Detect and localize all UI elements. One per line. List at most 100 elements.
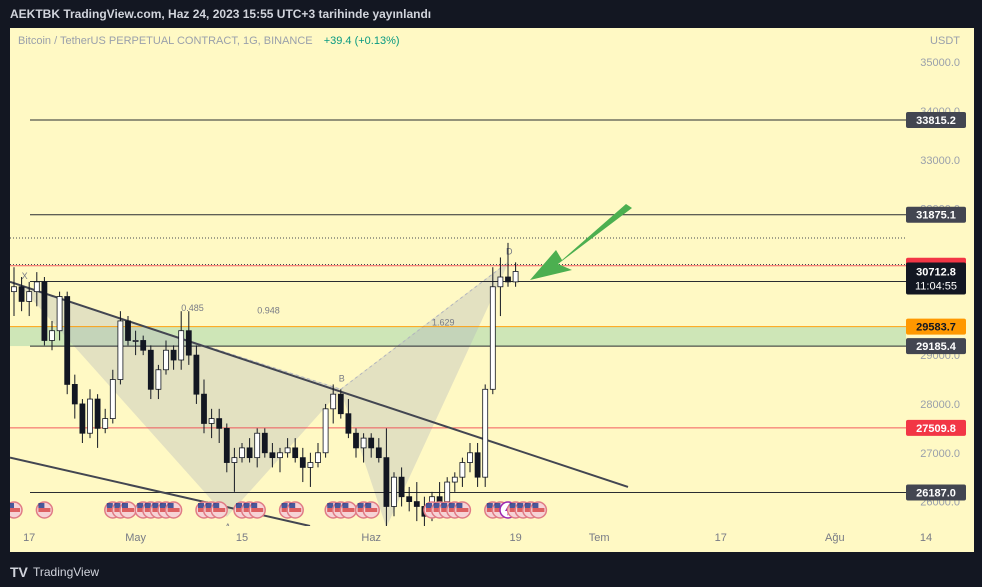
trendline-upper <box>10 280 629 488</box>
level-tag-label: 31875.1 <box>916 210 956 222</box>
candle-body <box>459 462 466 478</box>
candle-body <box>178 330 185 361</box>
candle-body <box>505 276 511 283</box>
flag-canton-icon <box>251 503 258 508</box>
x-axis-bg <box>10 526 974 552</box>
candle-body <box>163 349 169 371</box>
candle-body <box>117 320 124 380</box>
pattern-ratio-label: 0.948 <box>257 306 280 316</box>
flag-canton-icon <box>10 503 14 508</box>
flag-stripe-icon <box>456 508 469 512</box>
flag-canton-icon <box>517 503 524 508</box>
flag-canton-icon <box>236 503 242 508</box>
candle-body <box>413 501 420 507</box>
support-zone <box>10 326 906 347</box>
flag-canton-icon <box>456 503 463 508</box>
level-tag-bg <box>906 484 966 501</box>
flag-stripe-icon <box>10 508 20 512</box>
flag-canton-icon <box>38 503 45 508</box>
pattern-point-label: D <box>506 246 513 256</box>
candle-body <box>375 447 382 459</box>
candle-body <box>193 354 200 395</box>
pattern-point-label: X <box>22 271 28 281</box>
candle-body <box>277 452 283 459</box>
y-tick-label: 35000.0 <box>920 57 960 69</box>
candle-body <box>436 496 443 502</box>
candle-body <box>261 432 268 454</box>
candle-body <box>223 427 230 463</box>
candle-body <box>132 340 139 342</box>
flag-canton-icon <box>122 503 128 508</box>
candle-body <box>451 476 458 483</box>
flag-canton-icon <box>494 503 501 508</box>
candle-body <box>170 349 177 361</box>
candle-body <box>18 286 25 302</box>
flag-canton-icon <box>532 503 539 508</box>
flag-canton-icon <box>243 503 250 508</box>
candle-body <box>26 291 33 302</box>
candle-body <box>292 447 299 459</box>
flag-canton-icon <box>106 503 113 508</box>
flag-canton-icon <box>198 503 204 508</box>
candle-body <box>94 398 101 429</box>
candle-body <box>109 379 116 419</box>
candle-body <box>41 281 48 341</box>
x-tick-label: Tem <box>589 532 610 544</box>
flag-canton-icon <box>144 503 151 508</box>
candle-body <box>11 286 17 293</box>
candle-body <box>368 437 375 449</box>
tradingview-brand: TradingView <box>33 565 100 579</box>
x-tick-label: 15 <box>236 532 248 544</box>
x-tick-label: 17 <box>23 532 35 544</box>
current-price-label: 30712.8 <box>916 266 956 278</box>
flag-stripe-icon <box>122 508 134 512</box>
candle-body <box>64 296 71 385</box>
candle-body <box>345 413 352 434</box>
level-tag-label: 29185.4 <box>916 341 957 353</box>
price-change: +39.4 (+0.13%) <box>323 35 400 47</box>
x-tick-label: 19 <box>509 532 521 544</box>
x-tick-label: 14 <box>920 532 932 544</box>
candle-body <box>269 452 276 459</box>
level-tag-label: 26187.0 <box>916 487 956 499</box>
x-tick-label: Haz <box>361 532 381 544</box>
candle-body <box>497 276 504 288</box>
flag-canton-icon <box>524 503 531 508</box>
currency-unit: USDT <box>930 35 960 47</box>
candle-body <box>49 330 55 341</box>
candle-body <box>254 432 261 459</box>
candle-body <box>246 447 253 459</box>
publish-info: AEKTBK TradingView.com, Haz 24, 2023 15:… <box>10 7 432 21</box>
candle-body <box>79 403 86 434</box>
candle-body <box>315 452 321 463</box>
flag-canton-icon <box>167 503 174 508</box>
flag-canton-icon <box>448 503 455 508</box>
flag-canton-icon <box>441 503 448 508</box>
flag-canton-icon <box>281 503 288 508</box>
flag-canton-icon <box>213 503 220 508</box>
candle-body <box>353 432 359 449</box>
level-tag-label: 33815.2 <box>916 115 956 127</box>
candle-body <box>322 408 329 454</box>
flag-canton-icon <box>205 503 212 508</box>
symbol-legend: Bitcoin / TetherUS PERPETUAL CONTRACT, 1… <box>18 35 400 47</box>
flag-stripe-icon <box>251 508 264 512</box>
candle-body <box>125 320 131 341</box>
candle-body <box>155 369 162 390</box>
candle-body <box>444 481 451 502</box>
y-tick-label: 27000.0 <box>920 448 960 460</box>
annotation-arrow <box>530 204 632 280</box>
candle-body <box>201 393 207 424</box>
flag-stripe-icon <box>167 508 180 512</box>
candle-body <box>512 271 519 283</box>
candle-body <box>482 388 489 478</box>
candle-body <box>360 437 367 449</box>
candle-body <box>398 476 405 498</box>
candle-body <box>185 330 192 356</box>
pattern-point-label: B <box>339 373 345 383</box>
candle-body <box>239 447 245 459</box>
flag-canton-icon <box>289 503 296 508</box>
